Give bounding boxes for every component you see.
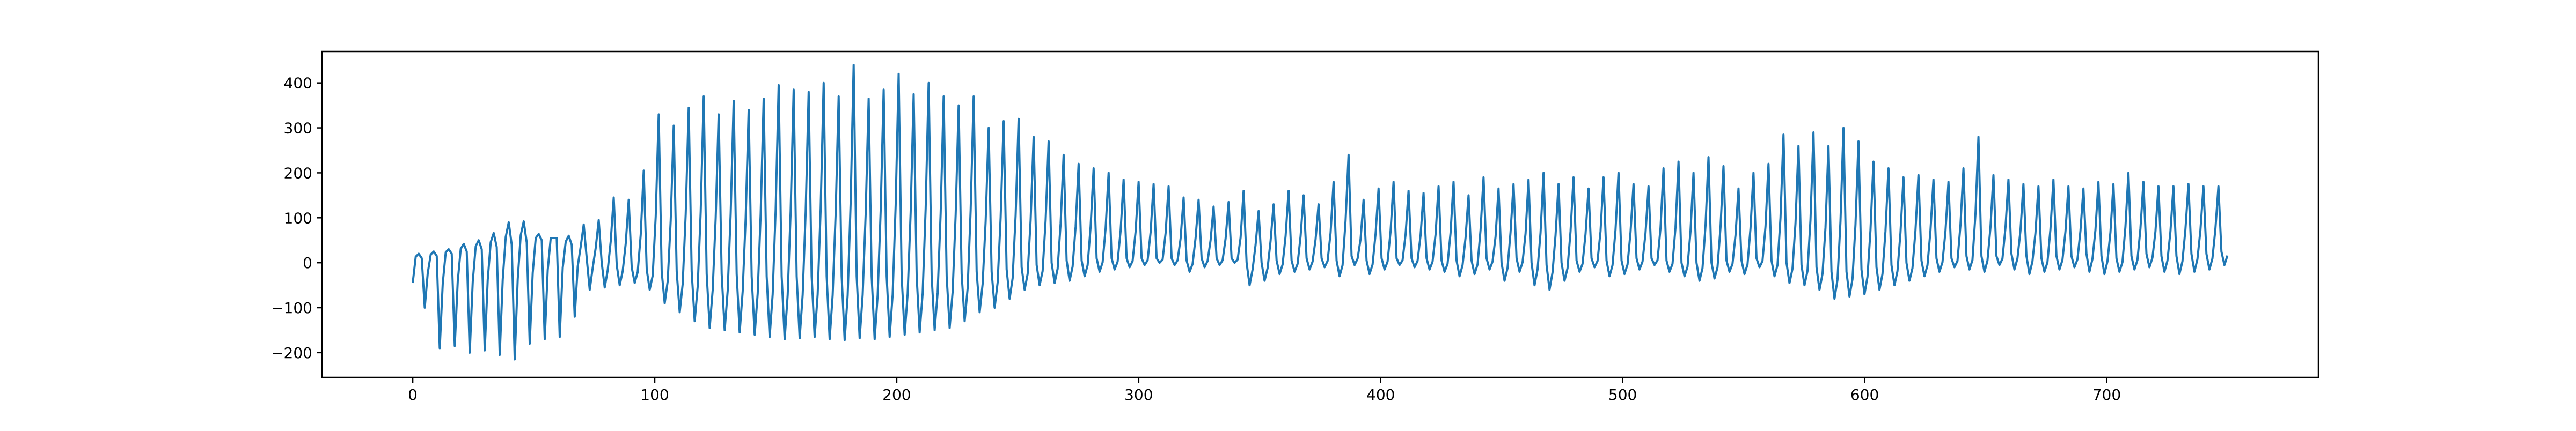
y-tick-label: −100 — [271, 299, 312, 317]
y-tick-label: 200 — [284, 164, 312, 182]
y-tick-label: 300 — [284, 120, 312, 137]
x-tick-label: 400 — [1366, 386, 1395, 404]
series-line — [412, 64, 2229, 361]
x-tick-label: 100 — [640, 386, 669, 404]
y-tick-label: −200 — [271, 344, 312, 362]
y-tick-label: 0 — [303, 254, 312, 272]
y-axis: −200 −100 0 100 200 300 400 — [271, 75, 322, 362]
plot-frame — [321, 50, 2319, 378]
x-tick-label: 500 — [1608, 386, 1637, 404]
x-tick-label: 200 — [882, 386, 911, 404]
x-tick-label: 0 — [408, 386, 418, 404]
y-tick-label: 100 — [284, 209, 312, 227]
x-tick-label: 300 — [1124, 386, 1153, 404]
x-tick-label: 700 — [2092, 386, 2121, 404]
x-tick-label: 600 — [1850, 386, 1879, 404]
y-tick-label: 400 — [284, 75, 312, 92]
x-axis: 0 100 200 300 400 500 600 700 — [408, 377, 2121, 404]
